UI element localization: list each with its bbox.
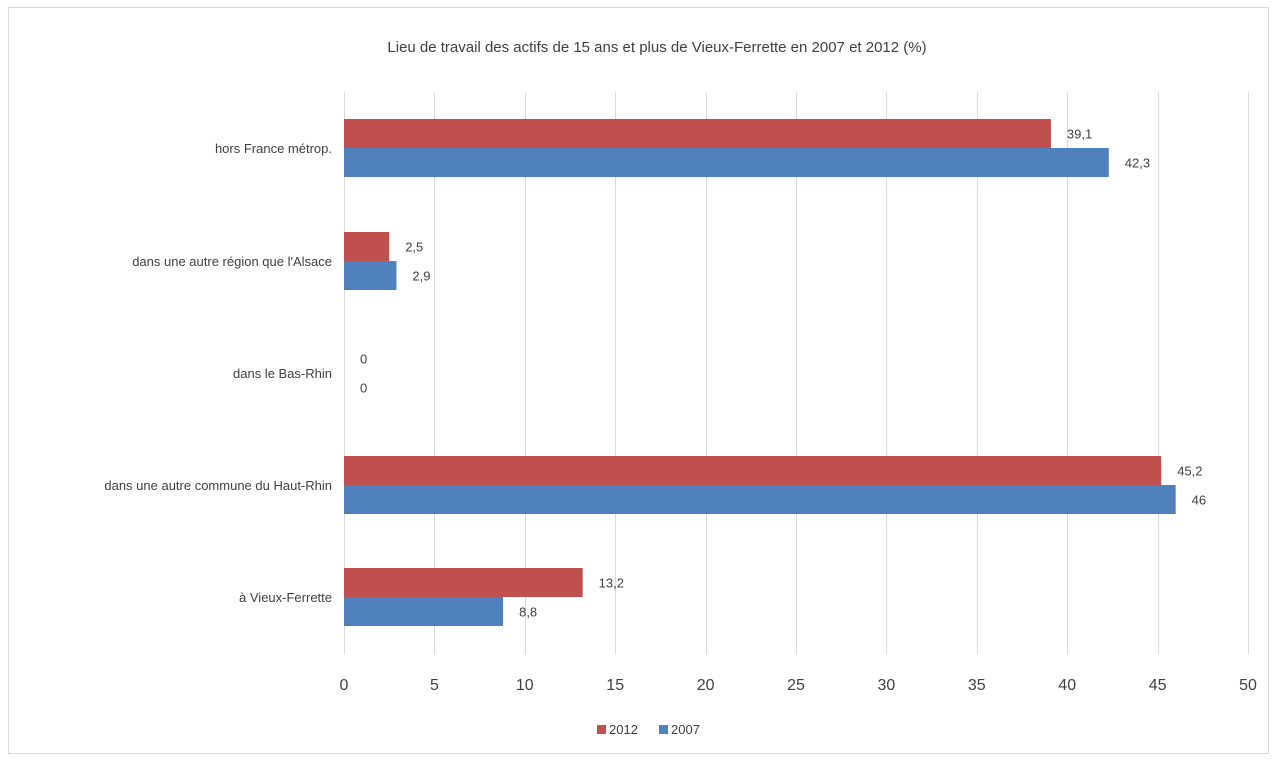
x-tick-label: 15	[606, 677, 624, 694]
bar-2007	[344, 148, 1109, 177]
x-tick-label: 10	[516, 677, 534, 694]
data-label: 8,8	[519, 605, 537, 620]
bar-2012	[344, 119, 1051, 148]
legend-swatch	[659, 725, 668, 734]
legend-label: 2007	[671, 722, 700, 737]
bar-2012	[344, 232, 390, 261]
x-tick-label: 0	[340, 677, 349, 694]
category-label: à Vieux-Ferrette	[239, 590, 332, 605]
data-label: 39,1	[1067, 127, 1092, 142]
x-tick-label: 45	[1149, 677, 1167, 694]
data-label: 42,3	[1125, 156, 1150, 171]
x-tick-label: 5	[430, 677, 439, 694]
x-tick-label: 20	[697, 677, 715, 694]
bars	[344, 119, 1176, 626]
bar-2007	[344, 485, 1176, 514]
category-label: dans une autre région que l'Alsace	[132, 254, 332, 269]
legend: 2012 2007	[597, 722, 700, 737]
x-tick-label: 25	[787, 677, 805, 694]
bar-2012	[344, 456, 1162, 485]
data-label: 46	[1192, 493, 1206, 508]
category-label: dans une autre commune du Haut-Rhin	[104, 478, 332, 493]
legend-label: 2012	[609, 722, 638, 737]
data-label: 13,2	[599, 576, 624, 591]
x-tick-label: 30	[878, 677, 896, 694]
category-labels: hors France métrop. dans une autre région…	[104, 141, 332, 605]
category-label: hors France métrop.	[215, 141, 332, 156]
x-axis-tick-labels: 0 5 10 15 20 25 30 35 40 45 50	[340, 677, 1257, 694]
gridlines	[344, 92, 1249, 654]
x-tick-label: 50	[1239, 677, 1257, 694]
data-label: 45,2	[1177, 464, 1202, 479]
bar-2012	[344, 568, 583, 597]
category-label: dans le Bas-Rhin	[233, 366, 332, 381]
data-label: 2,5	[405, 240, 423, 255]
chart-title: Lieu de travail des actifs de 15 ans et …	[387, 39, 926, 56]
x-tick-label: 40	[1058, 677, 1076, 694]
x-tick-label: 35	[968, 677, 986, 694]
data-label: 0	[360, 352, 367, 367]
bar-2007	[344, 597, 504, 626]
data-label: 0	[360, 381, 367, 396]
data-labels: 39,1 42,3 2,5 2,9 0 0 45,2 46 13,2 8,8	[360, 127, 1206, 620]
data-label: 2,9	[412, 269, 430, 284]
legend-swatch	[597, 725, 606, 734]
bar-2007	[344, 261, 397, 290]
